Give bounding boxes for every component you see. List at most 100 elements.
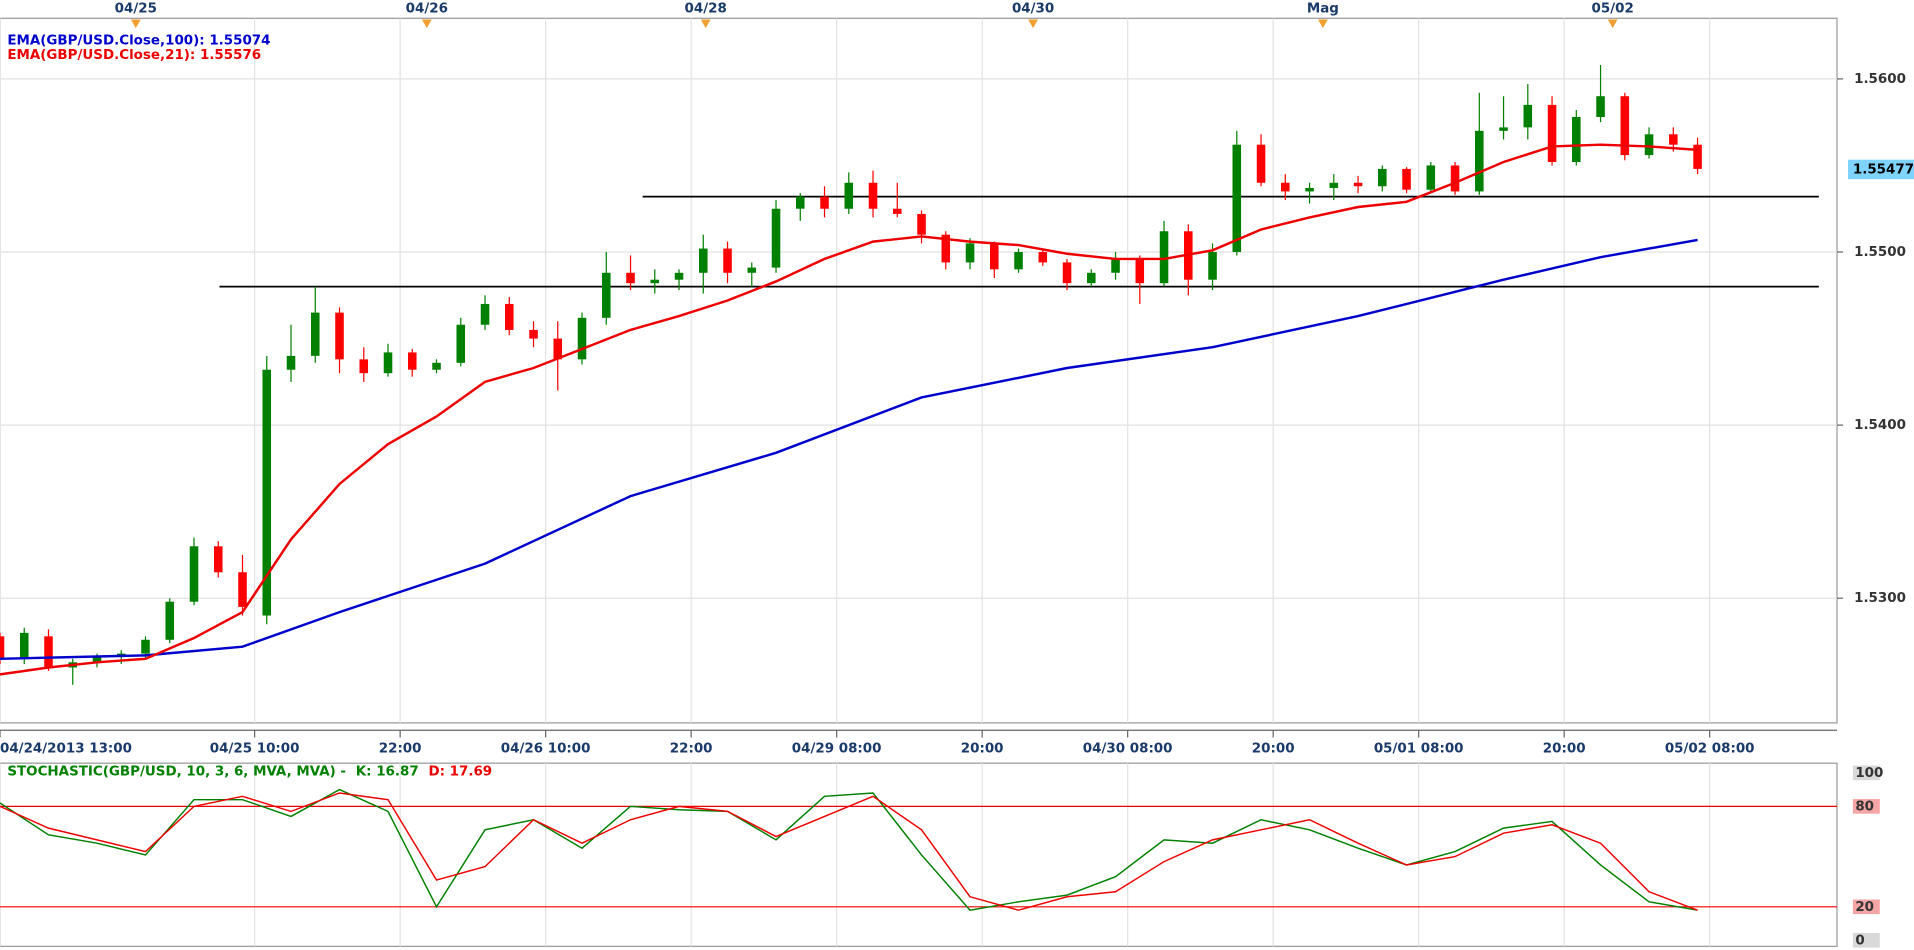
candle-body [213, 546, 223, 573]
candle-body [1620, 96, 1630, 156]
candle-body [19, 632, 29, 659]
candle-body [480, 303, 490, 325]
candle-body [262, 369, 272, 616]
candle-body [1111, 258, 1120, 273]
candle-body [1305, 187, 1314, 192]
date-marker [1028, 19, 1038, 29]
candle-body [723, 248, 732, 273]
legend-entry: K: 16.87 [356, 765, 419, 780]
x-tick-label: 04/29 08:00 [792, 742, 882, 757]
current-price-label: 1.55477 [1853, 162, 1914, 177]
x-tick-label: 04/24/2013 13:00 [0, 742, 132, 757]
candle-body [626, 272, 635, 284]
candle-body [383, 352, 393, 374]
x-tick-label: 05/02 08:00 [1665, 742, 1755, 757]
candle-body [1062, 262, 1072, 284]
candle-body [310, 312, 320, 356]
candle-body [553, 338, 563, 360]
y-tick-label: 80 [1855, 799, 1874, 814]
stochastic-line [0, 788, 1698, 911]
y-tick-box [1852, 799, 1880, 814]
legend-title: STOCHASTIC(GBP/USD, 10, 3, 6, MVA, MVA) … [7, 765, 346, 780]
legend-entry: EMA(GBP/USD.Close,100): 1.55074 [7, 33, 270, 48]
candle-body [1596, 96, 1605, 117]
date-marker [421, 19, 432, 29]
candle-body [529, 329, 538, 339]
candle-body [1378, 168, 1387, 187]
candle-body [674, 272, 684, 280]
candle-body [1644, 134, 1654, 156]
candle-body [504, 303, 514, 330]
candle-body [1426, 165, 1436, 190]
candle-body [868, 182, 878, 209]
candle-body [1281, 182, 1290, 192]
date-marker [1607, 19, 1618, 29]
main-panel [0, 17, 1838, 724]
candle-body [1450, 165, 1460, 192]
ema-line [0, 143, 1698, 676]
x-tick-label: 22:00 [379, 742, 422, 757]
candle-body [1159, 231, 1169, 284]
legend-entry: EMA(GBP/USD.Close,21): 1.55576 [7, 48, 261, 63]
candle-body [1329, 182, 1339, 188]
current-price-box [1848, 159, 1914, 180]
candle-body [1499, 127, 1508, 131]
x-tick-label: 04/30 08:00 [1083, 742, 1173, 757]
candle-body [44, 636, 53, 668]
candle-body [941, 234, 951, 263]
candle-body [577, 317, 587, 360]
date-marker [130, 19, 141, 29]
x-tick-label: 04/25 10:00 [210, 742, 300, 757]
candle-body [1693, 144, 1702, 169]
x-tick-label: 22:00 [670, 742, 713, 757]
legend-entry: D: 17.69 [428, 765, 492, 780]
candle-body [407, 352, 417, 370]
x-tick-label: 20:00 [1543, 742, 1586, 757]
candle-body [990, 243, 999, 270]
y-tick-box [1852, 932, 1880, 948]
y-tick-box [1852, 765, 1880, 781]
candle-body [917, 213, 926, 235]
candle-body [1038, 252, 1048, 263]
y-tick-label: 20 [1855, 900, 1874, 915]
candle-body [747, 267, 757, 273]
candle-body [1475, 130, 1484, 192]
candle-body [432, 362, 441, 370]
candle-body [335, 312, 344, 360]
x-tick-label: 20:00 [1252, 742, 1295, 757]
candle-body [1669, 134, 1678, 145]
candle-body [456, 324, 466, 363]
y-tick-label: 1.5500 [1854, 245, 1906, 260]
candle-body [795, 196, 805, 209]
candle-body [1523, 104, 1533, 128]
candle-body [189, 546, 199, 602]
top-date-label: 04/30 [1012, 2, 1054, 17]
top-date-label: 04/25 [115, 2, 157, 17]
candle-body [965, 243, 975, 263]
y-tick-label: 1.5400 [1854, 418, 1906, 433]
candle-body [1402, 168, 1411, 190]
date-marker [1317, 19, 1328, 29]
candle-body [771, 208, 781, 268]
candle-body [1208, 252, 1217, 280]
candle-body [1572, 116, 1581, 162]
candle-body [820, 196, 829, 209]
y-tick-label: 1.5600 [1854, 72, 1906, 87]
candle-body [141, 639, 150, 654]
ema-line [0, 238, 1698, 661]
candle-body [92, 657, 102, 663]
candle-body [1135, 258, 1145, 284]
candle-body [359, 359, 369, 374]
top-date-label: 04/28 [685, 2, 727, 17]
y-tick-box [1852, 899, 1880, 915]
top-date-label: Mag [1307, 2, 1339, 17]
candle-body [1353, 182, 1363, 187]
candle-body [698, 248, 708, 273]
y-tick-label: 1.5300 [1854, 591, 1906, 606]
x-tick-label: 04/26 10:00 [501, 742, 591, 757]
date-marker [700, 19, 711, 29]
candle-body [165, 601, 175, 640]
